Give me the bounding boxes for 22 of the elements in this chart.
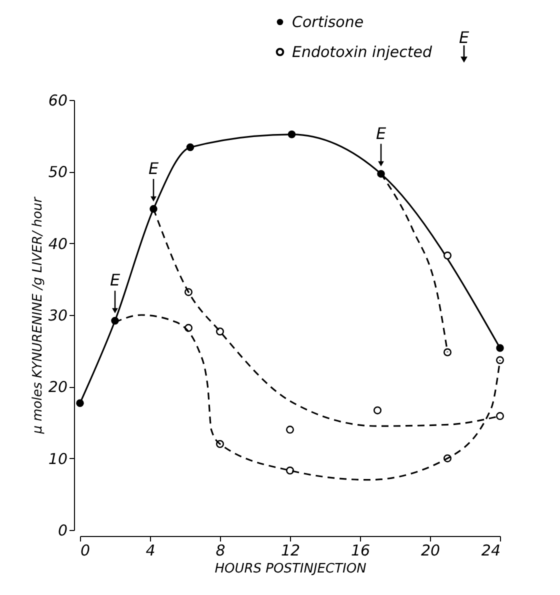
text: E: [458, 28, 470, 47]
y-axis-title: μ moles KYNURENINE /g LIVER/ hour: [30, 196, 46, 435]
x-tick-label: 12: [280, 542, 300, 560]
x-tick-label: 16: [350, 542, 370, 560]
x-tick-label: 8: [216, 542, 226, 560]
y-tick-label: 0: [58, 522, 68, 540]
annotation: E: [110, 270, 121, 290]
x-axis-title: HOURS POSTINJECTION: [214, 562, 367, 576]
x-tick-label: 4: [146, 542, 156, 560]
y-tick-label: 10: [48, 450, 68, 468]
y-tick-label: 40: [48, 234, 68, 253]
y-tick-label: 60: [48, 92, 68, 110]
y-tick-label: 20: [48, 378, 68, 396]
legend-label: Cortisone: [292, 13, 364, 31]
x-tick-label: 0: [80, 542, 90, 560]
y-tick-label: 30: [48, 306, 68, 324]
annotation: E: [376, 124, 387, 143]
legend-label: Endotoxin injected: [292, 43, 432, 61]
x-tick-label: 24: [481, 542, 500, 560]
annotation: E: [148, 158, 160, 178]
y-tick-label: 50: [48, 163, 68, 182]
x-tick-label: 20: [420, 542, 440, 560]
